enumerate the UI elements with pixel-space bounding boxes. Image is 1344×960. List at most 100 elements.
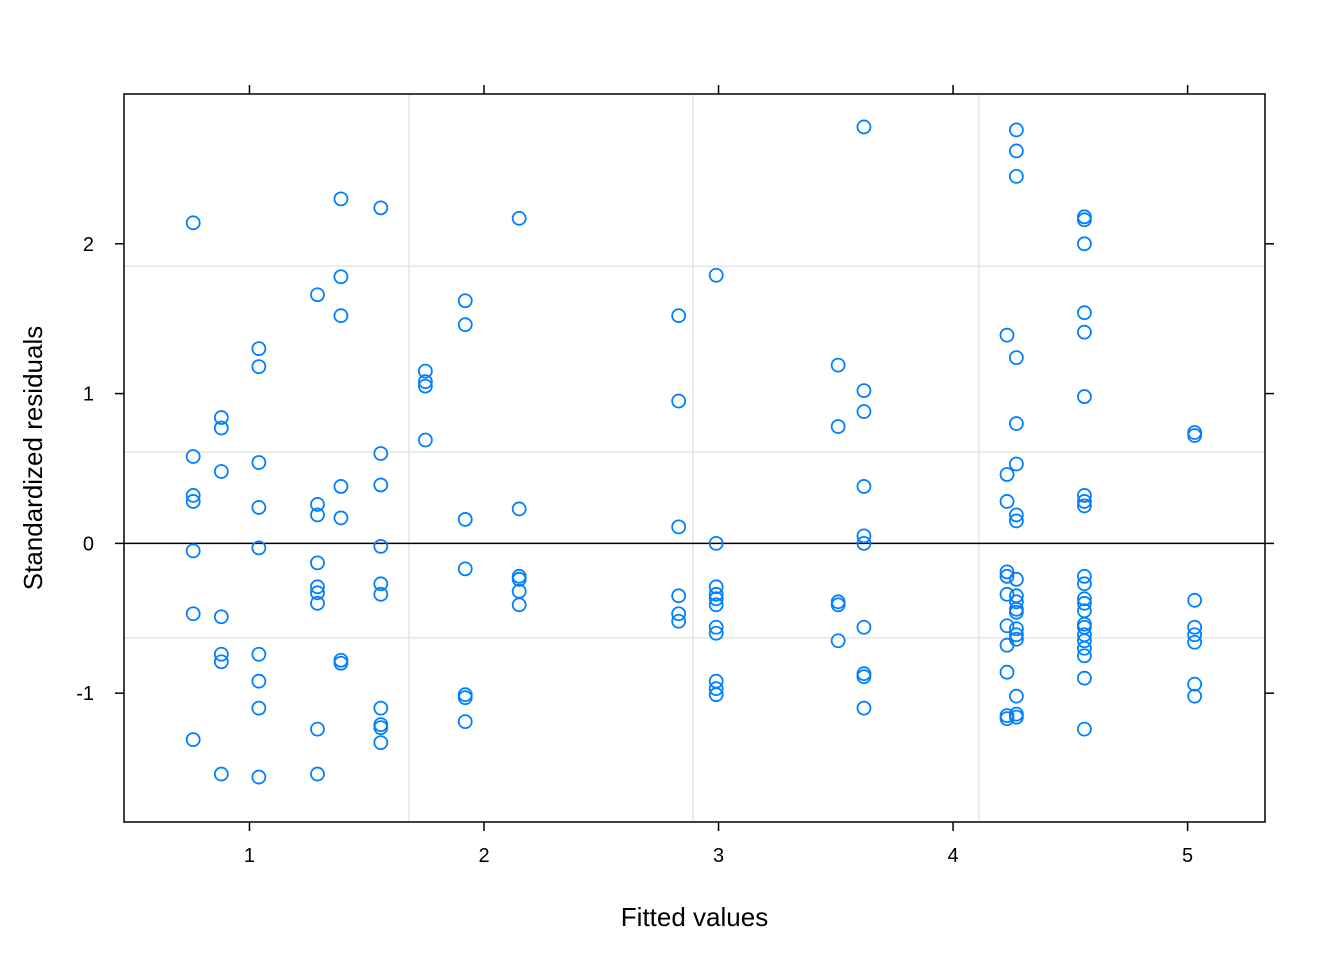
- data-point: [1008, 709, 1024, 725]
- data-point: [856, 383, 872, 398]
- data-point: [1187, 619, 1203, 635]
- data-point: [457, 317, 473, 333]
- data-point: [213, 609, 229, 625]
- data-point: [999, 568, 1015, 584]
- data-point: [999, 586, 1015, 602]
- data-point: [1077, 212, 1092, 228]
- data-point: [1008, 688, 1024, 704]
- data-point: [333, 652, 349, 668]
- data-point: [251, 341, 267, 357]
- data-point: [373, 717, 389, 733]
- data-point: [830, 633, 846, 649]
- data-point: [671, 393, 687, 409]
- data-point: [310, 497, 325, 512]
- y-tick-label: 1: [83, 384, 94, 406]
- data-point: [1008, 571, 1024, 587]
- data-point: [1008, 168, 1024, 184]
- x-tick-label: 4: [948, 845, 959, 867]
- data-point: [830, 419, 846, 434]
- data-point: [671, 606, 687, 622]
- x-tick-label: 2: [478, 845, 489, 867]
- data-point: [511, 501, 527, 517]
- data-point: [999, 327, 1015, 343]
- data-point: [457, 561, 473, 577]
- data-point: [1008, 513, 1024, 529]
- data-point: [185, 215, 201, 231]
- data-point: [457, 714, 473, 730]
- data-point: [708, 673, 724, 689]
- plot-frame: [123, 93, 1266, 823]
- data-point: [1008, 507, 1024, 523]
- grid-lines: [124, 94, 1265, 822]
- data-point: [185, 543, 201, 559]
- data-point: [856, 535, 872, 551]
- data-point: [310, 766, 325, 782]
- data-point: [373, 735, 389, 751]
- data-point: [671, 308, 687, 324]
- data-point: [1077, 488, 1092, 503]
- data-point: [1187, 592, 1203, 608]
- data-point: [213, 410, 229, 425]
- data-point: [830, 597, 846, 613]
- data-point: [708, 591, 724, 607]
- data-point: [333, 510, 349, 526]
- data-point: [708, 597, 724, 613]
- data-point: [333, 479, 349, 494]
- data-point: [1077, 389, 1092, 404]
- data-point: [856, 528, 872, 544]
- data-point: [1187, 428, 1203, 443]
- data-point: [511, 571, 527, 587]
- x-tick-label: 1: [244, 845, 255, 867]
- data-point: [417, 378, 433, 394]
- data-point: [708, 579, 724, 595]
- data-point: [373, 700, 389, 716]
- data-point: [310, 507, 325, 523]
- data-point: [1008, 350, 1024, 366]
- data-point: [251, 700, 267, 716]
- data-point: [310, 555, 325, 571]
- data-point: [708, 681, 724, 697]
- data-point: [310, 579, 325, 595]
- data-point: [373, 576, 389, 592]
- data-point: [251, 540, 267, 556]
- data-point: [1008, 594, 1024, 610]
- x-tick-label: 5: [1182, 845, 1193, 867]
- data-point: [417, 363, 433, 379]
- data-point: [1077, 236, 1092, 252]
- data-point: [373, 538, 389, 554]
- x-axis-title: Fitted values: [621, 902, 768, 932]
- data-point: [373, 200, 389, 216]
- data-point: [1077, 209, 1092, 225]
- data-point: [310, 595, 325, 611]
- data-point: [457, 687, 473, 703]
- y-axis-title: Standardized residuals: [18, 326, 48, 591]
- data-point: [1077, 576, 1092, 592]
- data-point: [1077, 498, 1092, 514]
- data-point: [1187, 676, 1203, 692]
- data-point: [1008, 621, 1024, 637]
- data-point: [1077, 619, 1092, 635]
- data-point: [708, 586, 724, 602]
- data-point: [457, 512, 473, 527]
- data-point: [333, 269, 349, 285]
- data-point: [1077, 595, 1092, 611]
- data-point: [457, 690, 473, 706]
- data-point: [1077, 568, 1092, 584]
- data-point: [999, 664, 1015, 680]
- data-point: [213, 420, 229, 436]
- data-point: [856, 119, 872, 135]
- data-point: [1008, 604, 1024, 620]
- data-point: [373, 477, 389, 493]
- data-point: [708, 625, 724, 641]
- data-point: [999, 618, 1015, 634]
- data-point: [1077, 494, 1092, 509]
- data-point: [185, 732, 201, 748]
- data-point: [1077, 648, 1092, 664]
- x-tick-label: 3: [713, 845, 724, 867]
- data-point: [999, 494, 1015, 509]
- data-point: [1008, 122, 1024, 138]
- data-point: [1077, 305, 1092, 321]
- data-point: [856, 404, 872, 419]
- data-point: [708, 619, 724, 635]
- data-point: [1187, 634, 1203, 650]
